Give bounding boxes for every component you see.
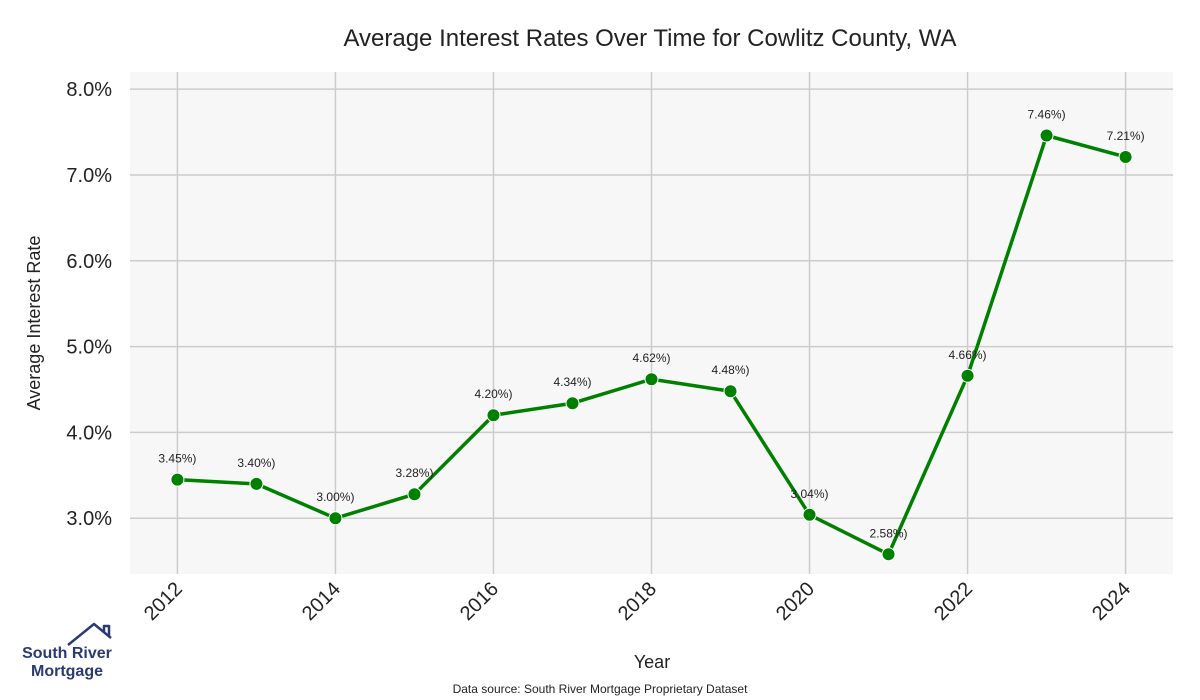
- house-roof-icon: [67, 622, 112, 646]
- grid: [130, 72, 1173, 574]
- logo-line-2: Mortgage: [31, 663, 103, 680]
- data-label-2017: 4.34%): [553, 375, 591, 389]
- data-point-2020: [802, 507, 817, 522]
- data-point-2017: [565, 396, 580, 411]
- south-river-logo: South River Mortgage: [22, 622, 112, 680]
- data-point-2023: [1039, 128, 1054, 143]
- data-point-2024: [1118, 149, 1133, 164]
- y-axis-label: Average Interest Rate: [24, 236, 44, 411]
- data-label-2013: 3.40%): [237, 456, 275, 470]
- data-point-2016: [486, 408, 501, 423]
- data-label-2015: 3.28%): [395, 466, 433, 480]
- x-axis-ticks: 2012 2014 2016 2018 2020 2022 2024: [140, 578, 1135, 625]
- data-source-note: Data source: South River Mortgage Propri…: [453, 682, 748, 696]
- data-point-2012: [170, 472, 185, 487]
- x-axis-label: Year: [634, 652, 670, 672]
- data-point-2015: [407, 487, 422, 502]
- data-point-2019: [723, 384, 738, 399]
- data-point-2018: [644, 372, 659, 387]
- x-tick-label: 2020: [772, 578, 819, 625]
- data-label-2014: 3.00%): [316, 490, 354, 504]
- y-axis-ticks: 3.0% 4.0% 5.0% 6.0% 7.0% 8.0%: [66, 79, 112, 530]
- x-tick-label: 2022: [930, 578, 977, 625]
- x-tick-label: 2014: [298, 578, 345, 625]
- logo-line-1: South River: [22, 645, 112, 662]
- y-tick-label: 6.0%: [66, 251, 112, 273]
- data-label-2022: 4.66%): [949, 348, 987, 362]
- data-label-2023: 7.46%): [1028, 108, 1066, 122]
- data-labels: 3.45%) 3.40%) 3.00%) 3.28%) 4.20%) 4.34%) 4.62…: [158, 108, 1144, 541]
- data-label-2016: 4.20%): [474, 387, 512, 401]
- y-tick-label: 3.0%: [66, 508, 112, 530]
- data-points: [170, 128, 1133, 562]
- y-tick-label: 5.0%: [66, 337, 112, 359]
- y-tick-label: 7.0%: [66, 165, 112, 187]
- data-point-2013: [249, 476, 264, 491]
- x-tick-label: 2024: [1088, 578, 1135, 625]
- x-tick-label: 2012: [140, 578, 187, 625]
- data-point-2021: [881, 547, 896, 562]
- data-label-2019: 4.48%): [711, 363, 749, 377]
- y-tick-label: 8.0%: [66, 79, 112, 101]
- data-label-2018: 4.62%): [632, 351, 670, 365]
- data-point-2014: [328, 511, 343, 526]
- data-point-2022: [960, 368, 975, 383]
- data-label-2021: 2.58%): [870, 526, 908, 540]
- data-label-2020: 3.04%): [791, 487, 829, 501]
- data-label-2024: 7.21%): [1107, 129, 1145, 143]
- y-tick-label: 4.0%: [66, 422, 112, 444]
- x-tick-label: 2018: [614, 578, 661, 625]
- data-label-2012: 3.45%): [158, 452, 196, 466]
- x-tick-label: 2016: [456, 578, 503, 625]
- chart-title: Average Interest Rates Over Time for Cow…: [343, 25, 956, 52]
